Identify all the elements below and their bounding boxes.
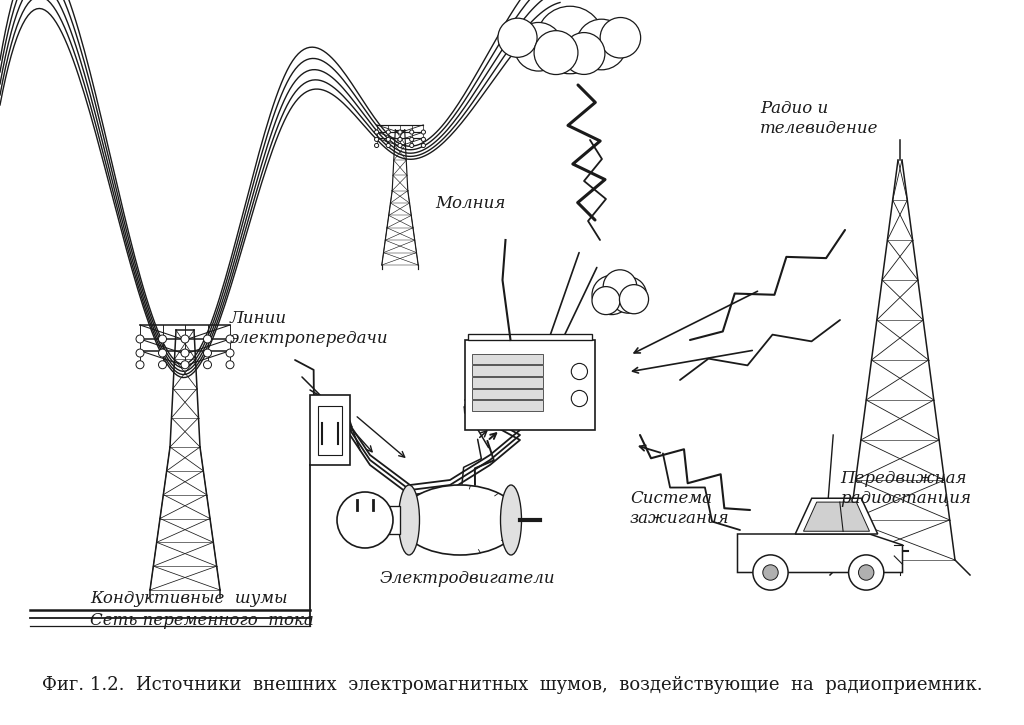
Bar xyxy=(471,389,543,399)
Circle shape xyxy=(858,565,873,580)
Circle shape xyxy=(849,555,884,590)
Bar xyxy=(465,340,595,430)
Circle shape xyxy=(603,270,637,303)
Circle shape xyxy=(159,349,167,357)
Circle shape xyxy=(592,276,631,315)
Bar xyxy=(471,377,543,388)
Polygon shape xyxy=(804,502,869,531)
Circle shape xyxy=(136,361,144,369)
Bar xyxy=(471,400,543,411)
Circle shape xyxy=(421,130,426,134)
Circle shape xyxy=(498,18,537,57)
Circle shape xyxy=(375,130,379,134)
Circle shape xyxy=(204,361,212,369)
Circle shape xyxy=(620,285,648,314)
Circle shape xyxy=(600,17,641,58)
Circle shape xyxy=(337,492,393,548)
Circle shape xyxy=(514,22,563,71)
Circle shape xyxy=(610,277,646,313)
Polygon shape xyxy=(737,534,902,573)
Circle shape xyxy=(763,565,778,580)
Ellipse shape xyxy=(501,485,521,555)
Circle shape xyxy=(410,144,414,148)
Bar xyxy=(385,506,400,534)
Bar xyxy=(471,365,543,376)
Circle shape xyxy=(159,361,167,369)
Text: Фиг. 1.2.  Источники  внешних  электромагнитных  шумов,  воздействующие  на  рад: Фиг. 1.2. Источники внешних электромагни… xyxy=(42,676,982,694)
Circle shape xyxy=(136,335,144,343)
Bar xyxy=(310,395,350,465)
Circle shape xyxy=(386,144,390,148)
Circle shape xyxy=(204,349,212,357)
Circle shape xyxy=(398,137,402,141)
Circle shape xyxy=(577,19,627,70)
Circle shape xyxy=(421,137,426,141)
Circle shape xyxy=(181,335,189,343)
Circle shape xyxy=(535,30,578,75)
Text: Система
зажигания: Система зажигания xyxy=(630,490,730,526)
Circle shape xyxy=(563,33,605,75)
Text: Линии
электропередачи: Линии электропередачи xyxy=(230,310,389,347)
Circle shape xyxy=(571,390,588,407)
Bar xyxy=(468,334,592,340)
Text: Молния: Молния xyxy=(435,195,506,212)
Text: Передвижная
радиостанция: Передвижная радиостанция xyxy=(840,470,971,507)
Text: Электродвигатели: Электродвигатели xyxy=(380,570,556,587)
Circle shape xyxy=(159,335,167,343)
Circle shape xyxy=(398,130,402,134)
Circle shape xyxy=(398,144,402,148)
Text: Сеть переменного  тока: Сеть переменного тока xyxy=(90,612,313,629)
Bar xyxy=(318,405,342,455)
Circle shape xyxy=(204,335,212,343)
Text: Кондуктивные  шумы: Кондуктивные шумы xyxy=(90,590,288,607)
Circle shape xyxy=(375,137,379,141)
Circle shape xyxy=(181,361,189,369)
Circle shape xyxy=(537,7,604,74)
Bar xyxy=(471,354,543,364)
Text: Радио и
телевидение: Радио и телевидение xyxy=(760,100,879,136)
Circle shape xyxy=(226,361,234,369)
Circle shape xyxy=(386,137,390,141)
Ellipse shape xyxy=(398,485,420,555)
Circle shape xyxy=(753,555,788,590)
Circle shape xyxy=(386,130,390,134)
Circle shape xyxy=(571,363,588,380)
Circle shape xyxy=(136,349,144,357)
Circle shape xyxy=(375,144,379,148)
Circle shape xyxy=(226,335,234,343)
Polygon shape xyxy=(796,498,878,534)
Ellipse shape xyxy=(400,485,520,555)
Circle shape xyxy=(226,349,234,357)
Circle shape xyxy=(410,130,414,134)
Circle shape xyxy=(592,286,620,315)
Circle shape xyxy=(421,144,426,148)
Circle shape xyxy=(410,137,414,141)
Circle shape xyxy=(181,349,189,357)
